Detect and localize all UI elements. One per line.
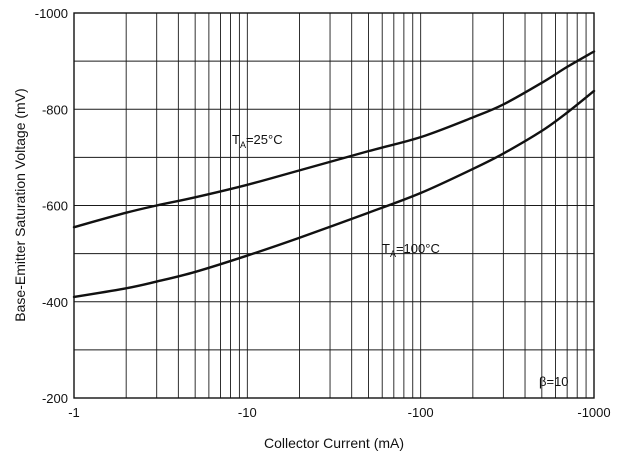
y-tick-label: -800: [42, 102, 68, 117]
series-line-100c: [72, 89, 596, 299]
y-tick-label: -1000: [35, 6, 68, 21]
beta-annotation: β=10: [539, 374, 569, 389]
y-tick-label: -400: [42, 295, 68, 310]
x-axis-label: Collector Current (mA): [264, 435, 404, 451]
series-line-25c: [72, 50, 596, 229]
series-label-25c: TA=25°C: [232, 132, 283, 150]
x-tick-label: -1: [68, 405, 80, 420]
series-label-100c: TA=100°C: [382, 241, 440, 259]
x-tick-label: -1000: [577, 405, 610, 420]
grid: [74, 13, 594, 398]
x-tick-label: -10: [238, 405, 257, 420]
curves: [72, 50, 596, 299]
y-tick-label: -600: [42, 199, 68, 214]
plot-frame: [73, 12, 595, 399]
tick-labels: -1 -10 -100 -1000 -200 -400 -600 -800 -1000: [35, 6, 611, 420]
x-tick-label: -100: [408, 405, 434, 420]
y-axis-label: Base-Emitter Saturation Voltage (mV): [12, 88, 28, 321]
y-tick-label: -200: [42, 391, 68, 406]
